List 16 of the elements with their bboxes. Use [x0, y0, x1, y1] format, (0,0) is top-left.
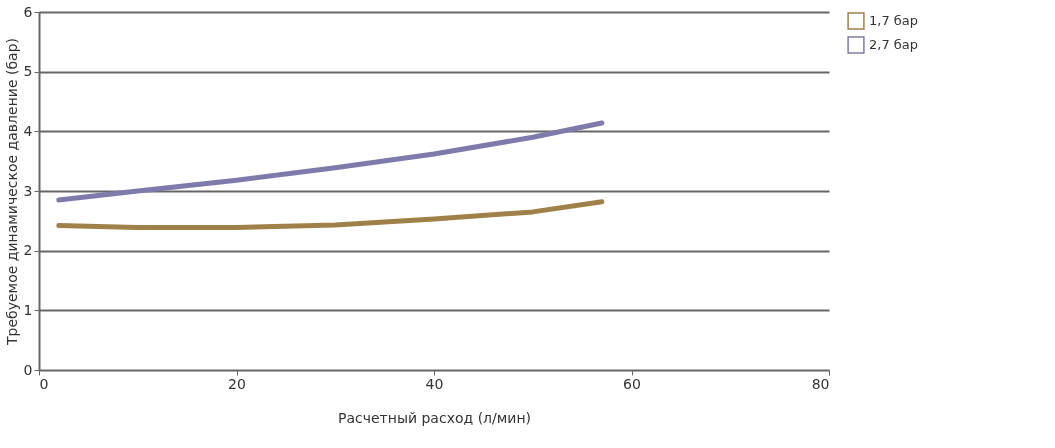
x-tick-label: 80	[811, 375, 830, 392]
x-tick-label: 20	[228, 375, 246, 392]
y-tick-label: 4	[23, 122, 33, 139]
x-axis-title: Расчетный расход (л/мин)	[337, 409, 532, 426]
y-tick-label: 0	[23, 361, 33, 378]
legend-label: 1,7 бар	[869, 13, 919, 28]
x-tick-label: 0	[39, 375, 49, 392]
y-tick-label: 2	[23, 242, 33, 259]
y-tick-label: 5	[23, 63, 33, 80]
legend-label: 2,7 бар	[869, 37, 919, 52]
x-tick-label: 40	[425, 375, 444, 392]
y-tick-label: 3	[23, 182, 33, 199]
y-axis-title: Требуемое динамическое давление (бар)	[3, 37, 20, 347]
x-tick-label: 60	[623, 375, 641, 392]
y-tick-label: 6	[23, 3, 33, 20]
y-tick-label: 1	[23, 301, 33, 318]
